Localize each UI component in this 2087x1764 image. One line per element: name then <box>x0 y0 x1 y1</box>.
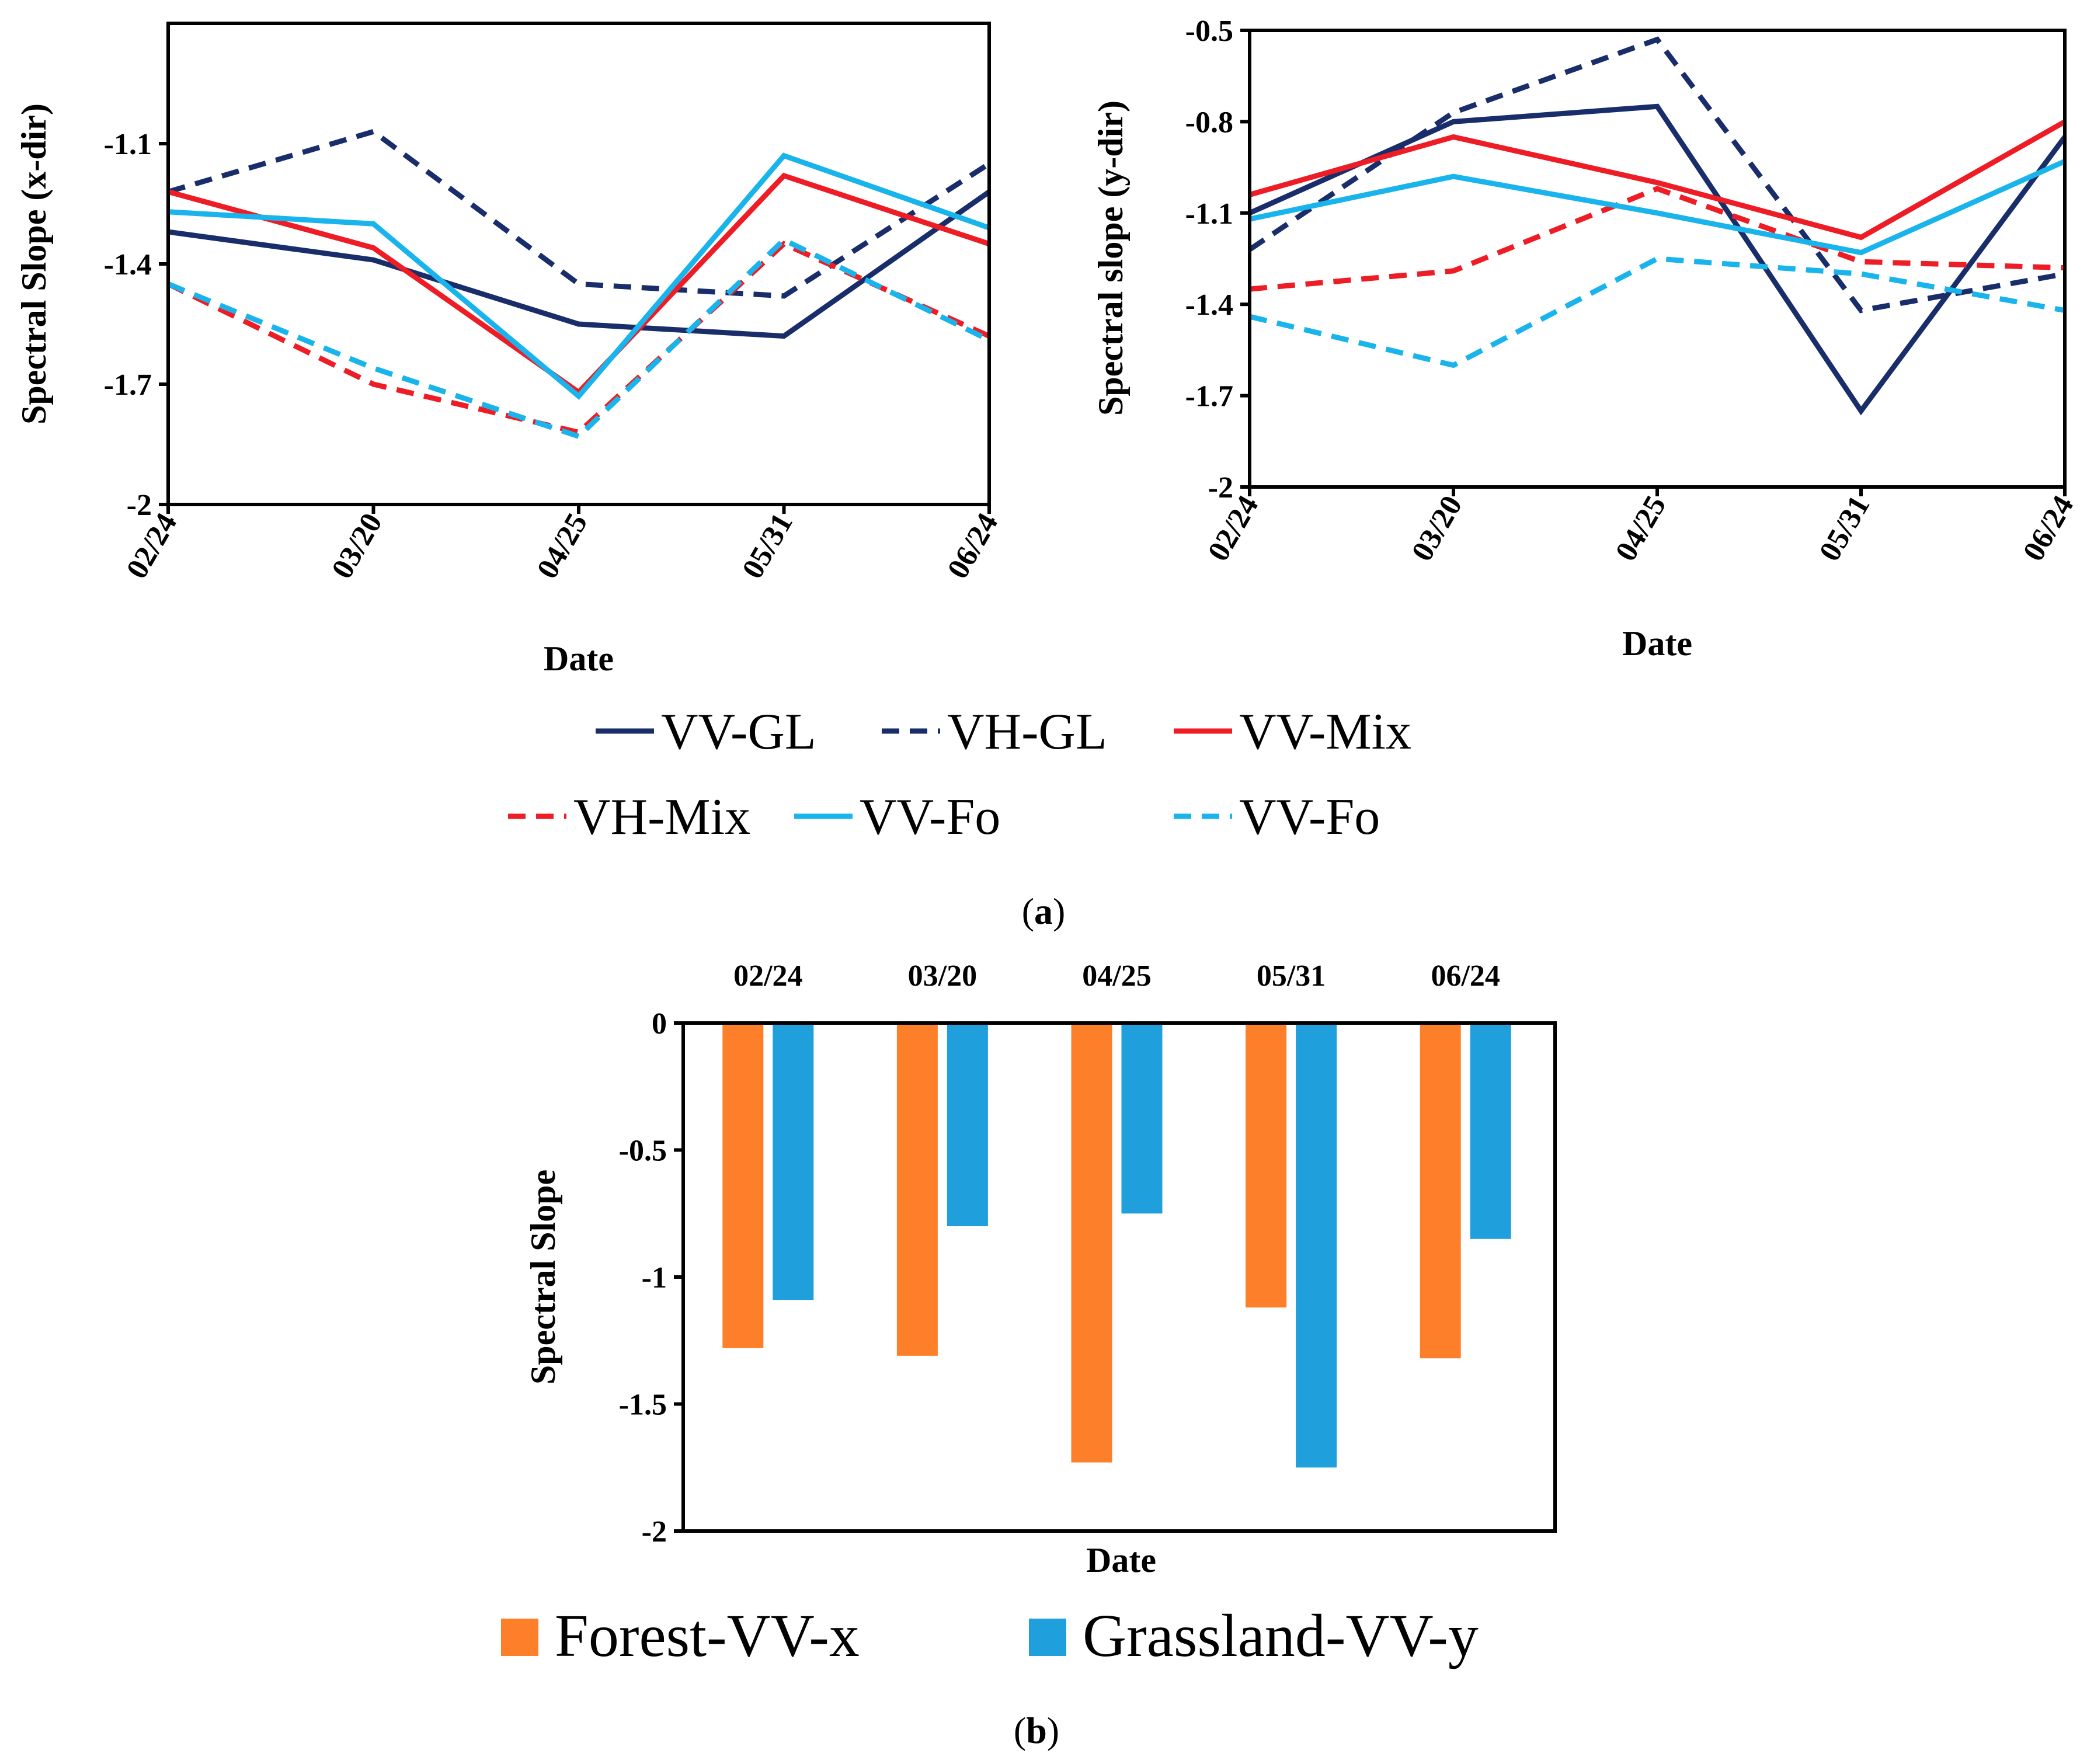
a-left-y-axis-title: Spectral Slope (x-dir) <box>15 103 53 425</box>
a-right-y-tick-label: -0.5 <box>1185 15 1233 48</box>
legend-b: Forest-VV-x Grassland-VV-y <box>501 1602 1479 1669</box>
a-right-series-vv-fo-dashed-line <box>1248 256 2065 368</box>
b-bar-grassland-vv-y-05-31 <box>1296 1023 1337 1468</box>
b-bar-forest-vv-x-02-24 <box>722 1023 764 1348</box>
caption-b: (b) <box>1014 1710 1059 1751</box>
b-x-tick-label: 04/25 <box>1082 959 1151 993</box>
a-left-series-vv-fo-solid-line <box>168 152 990 400</box>
b-y-tick-label: -0.5 <box>619 1135 667 1168</box>
a-right-series-vv-mix-solid-line <box>1248 119 2067 241</box>
legend-a-label-vv-fo: VV-Fo <box>1239 789 1380 846</box>
a-right-series-vh-gl-dashed-line <box>1248 36 2065 314</box>
b-bar-forest-vv-x-04-25 <box>1071 1023 1112 1463</box>
legend-b-label-grassland-vv-y: Grassland-VV-y <box>1083 1602 1479 1669</box>
b-x-tick-label: 03/20 <box>908 959 977 993</box>
b-bar-forest-vv-x-06-24 <box>1420 1023 1461 1359</box>
legend-a-label-vv-fo: VV-Fo <box>860 789 1000 846</box>
a-left-x-axis-title: Date <box>544 639 614 678</box>
b-bars <box>683 1021 1555 1468</box>
a-right-y-tick-label: -0.8 <box>1185 106 1233 139</box>
a-right-y-tick-label: -1.1 <box>1185 197 1233 231</box>
a-left-y-tick-label: -2 <box>127 489 152 522</box>
a-left-y-tick-label: -1.1 <box>104 128 152 161</box>
legend-a-label-vh-mix: VH-Mix <box>573 789 750 846</box>
a-left-y-tick-label: -1.7 <box>104 368 152 402</box>
a-right-y-tick-label: -2 <box>1208 471 1233 505</box>
a-left-series-vh-gl-dashed-line <box>167 128 991 299</box>
legend-b-swatch-grassland-vv-y <box>1029 1619 1066 1656</box>
a-left-y-ticks: -2 -1.7 -1.4 -1.1 <box>104 128 168 522</box>
a-right-x-axis-title: Date <box>1622 624 1692 663</box>
legend-a-label-vv-gl: VV-GL <box>661 704 816 760</box>
a-left-plot-lines <box>167 128 991 440</box>
a-left-y-tick-label: -1.4 <box>104 248 152 281</box>
legend-a-label-vh-gl: VH-GL <box>947 704 1107 760</box>
b-bar-grassland-vv-y-03-20 <box>947 1023 988 1226</box>
a-right-y-tick-label: -1.7 <box>1185 380 1233 413</box>
b-y-ticks: -2 -1.5 -1 -0.5 0 <box>619 1007 683 1549</box>
a-right-series-vv-fo-solid-line <box>1249 159 2066 256</box>
a-right-series-vh-mix-dashed-line <box>1249 186 2065 292</box>
legend-b-label-forest-vv-x: Forest-VV-x <box>555 1602 860 1669</box>
b-y-tick-label: -1.5 <box>619 1389 667 1422</box>
panel-b-chart: -2-1.5-1-0.50 02/24 03/20 04/25 05/31 06/24 … <box>524 959 1557 1579</box>
b-x-ticks: 02/24 03/20 04/25 05/31 06/24 <box>733 959 1500 993</box>
a-right-y-axis-title: Spectral slope (y-dir) <box>1091 100 1130 416</box>
b-bar-grassland-vv-y-04-25 <box>1121 1023 1163 1214</box>
b-y-tick-label: -2 <box>642 1515 667 1549</box>
legend-b-swatch-forest-vv-x <box>501 1619 538 1656</box>
a-left-series-vv-gl-solid-line <box>168 189 991 339</box>
legend-a: VV-GL VH-GL VV-Mix VH-Mix VV-Fo VV-Fo <box>508 704 1411 846</box>
b-x-tick-label: 02/24 <box>733 959 802 993</box>
b-y-tick-label: 0 <box>652 1007 667 1041</box>
b-bar-grassland-vv-y-02-24 <box>773 1023 814 1300</box>
b-x-axis-title: Date <box>1086 1541 1156 1579</box>
b-bar-grassland-vv-y-06-24 <box>1470 1023 1511 1239</box>
b-y-axis-title: Spectral Slope <box>524 1170 562 1384</box>
caption-a: (a) <box>1022 890 1066 932</box>
a-left-series-vv-fo-dashed-line <box>167 236 990 440</box>
b-y-tick-label: -1 <box>642 1261 667 1295</box>
a-right-series-vv-gl-solid-line <box>1248 103 2067 416</box>
a-right-plot-lines <box>1248 36 2067 416</box>
legend-a-label-vv-mix: VV-Mix <box>1239 704 1411 760</box>
a-right-y-tick-label: -1.4 <box>1185 288 1233 322</box>
b-x-tick-label: 05/31 <box>1257 959 1326 993</box>
a-right-y-ticks: -2 -1.7 -1.4 -1.1 -0.8 -0.5 <box>1185 15 1250 505</box>
b-bar-forest-vv-x-05-31 <box>1246 1023 1287 1308</box>
b-x-tick-label: 06/24 <box>1431 959 1500 993</box>
b-bar-forest-vv-x-03-20 <box>896 1023 938 1356</box>
